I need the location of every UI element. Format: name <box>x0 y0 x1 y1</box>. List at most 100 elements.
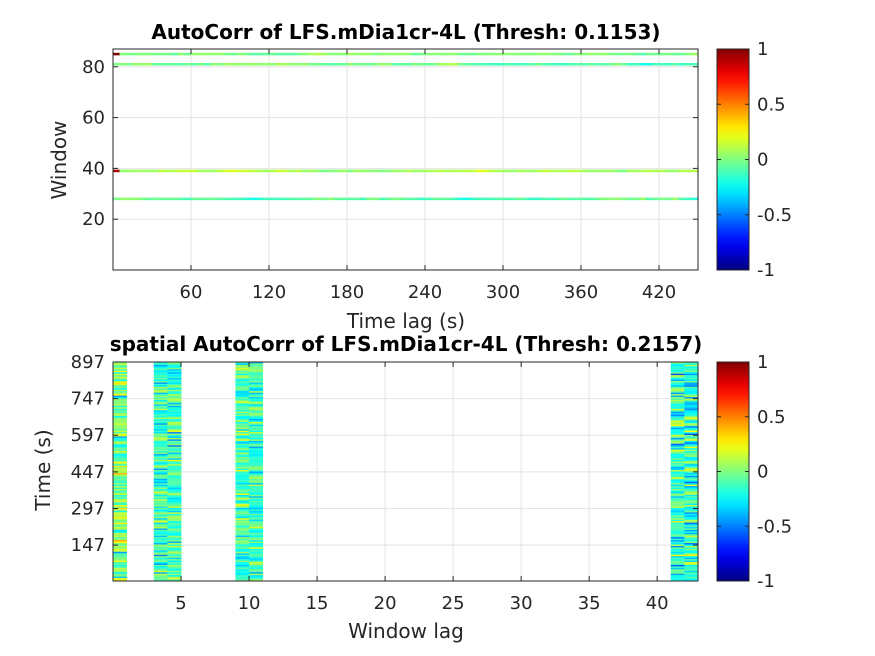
bottom-heatmap-cell <box>113 401 128 404</box>
bottom-heatmap-cell <box>153 442 168 445</box>
bottom-heatmap-cell <box>684 440 699 443</box>
bottom-heatmap-cell <box>249 554 264 557</box>
top-heatmap-cell <box>561 169 569 173</box>
bottom-heatmap-cell <box>249 508 264 510</box>
top-heatmap-cell <box>672 62 680 66</box>
bottom-heatmap-cell <box>670 513 685 516</box>
bottom-heatmap-cell <box>113 423 128 426</box>
bottom-heatmap-cell <box>684 525 699 528</box>
top-heatmap-cell <box>262 62 270 66</box>
top-heatmap-cell <box>691 62 699 66</box>
bottom-heatmap-cell <box>670 500 685 503</box>
top-heatmap-cell <box>243 62 251 66</box>
top-heatmap-cell <box>295 197 303 201</box>
bottom-heatmap-cell <box>153 398 168 401</box>
bottom-heatmap-cell <box>235 455 250 458</box>
top-heatmap-cell <box>373 62 381 66</box>
bottom-heatmap-cell <box>670 462 685 465</box>
top-heatmap-cell <box>236 197 244 201</box>
top-heatmap-cell <box>132 169 140 173</box>
top-heatmap-cell <box>451 169 459 173</box>
bottom-heatmap-cell <box>235 570 250 573</box>
bottom-heatmap-cell <box>167 411 182 414</box>
top-heatmap-cell <box>360 169 368 173</box>
top-heatmap-cell <box>139 62 147 66</box>
bottom-heatmap-cell <box>167 426 182 429</box>
bottom-heatmap-cell <box>684 459 699 462</box>
bottom-heatmap-cell <box>153 379 168 382</box>
bottom-heatmap-cell <box>670 367 685 370</box>
bottom-heatmap-cell <box>249 458 264 461</box>
bottom-heatmap-cell <box>113 474 128 477</box>
bottom-heatmap-cell <box>113 455 128 458</box>
bottom-heatmap-cell <box>167 443 182 446</box>
bottom-heatmap-cell <box>249 573 264 576</box>
bottom-heatmap-cell <box>684 404 699 407</box>
bottom-heatmap-cell <box>167 540 182 542</box>
bottom-heatmap-cell <box>153 385 168 388</box>
bottom-heatmap-cell <box>670 534 685 537</box>
bottom-heatmap-cell <box>153 440 168 443</box>
bottom-heatmap-cell <box>670 524 685 526</box>
top-heatmap-cell <box>321 52 329 56</box>
bottom-heatmap-cell <box>670 427 685 430</box>
bottom-heatmap-cell <box>113 386 128 389</box>
bottom-heatmap-cell <box>235 404 250 407</box>
bottom-heatmap-cell <box>153 557 168 560</box>
top-heatmap-cell <box>652 62 660 66</box>
top-heatmap-cell <box>386 197 394 201</box>
bottom-heatmap-cell <box>235 559 250 561</box>
top-heatmap-cell <box>574 52 582 56</box>
bottom-heatmap-cell <box>113 452 128 455</box>
bottom-heatmap-cell <box>153 548 168 551</box>
bottom-heatmap-cell <box>113 382 128 385</box>
bottom-heatmap-cell <box>684 405 699 408</box>
top-heatmap-cell <box>399 62 407 66</box>
bottom-heatmap-cell <box>113 534 128 537</box>
bottom-heatmap-cell <box>249 566 264 569</box>
bottom-heatmap-cell <box>113 493 128 496</box>
top-heatmap-cell <box>399 169 407 173</box>
bottom-heatmap-cell <box>670 566 685 569</box>
top-heatmap-cell <box>678 52 686 56</box>
top-heatmap-cell <box>594 169 602 173</box>
bottom-heatmap-cell <box>670 437 685 440</box>
bottom-heatmap-cell <box>249 372 264 375</box>
bottom-heatmap-cell <box>113 545 128 548</box>
top-heatmap-cell <box>425 197 433 201</box>
bottom-heatmap-cell <box>113 579 128 582</box>
bottom-heatmap-cell <box>235 470 250 472</box>
bottom-heatmap-cell <box>235 562 250 564</box>
bottom-heatmap-cell <box>249 559 264 561</box>
bottom-heatmap-cell <box>684 451 699 453</box>
top-heatmap-cell <box>379 197 387 201</box>
bottom-heatmap-cell <box>249 510 264 513</box>
bottom-heatmap-cell <box>235 370 250 373</box>
bottom-heatmap-cell <box>153 429 168 432</box>
bottom-heatmap-cell <box>167 566 182 569</box>
bottom-heatmap-cell <box>670 452 685 455</box>
bottom-heatmap-cell <box>153 496 168 499</box>
bottom-heatmap-cell <box>167 532 182 535</box>
bottom-heatmap-cell <box>153 545 168 548</box>
bottom-heatmap-cell <box>684 399 699 402</box>
top-heatmap-cell <box>171 62 179 66</box>
bottom-heatmap-cell <box>249 417 264 420</box>
top-heatmap-cell <box>353 52 361 56</box>
top-heatmap-cell <box>158 52 166 56</box>
bottom-heatmap-cell <box>684 563 699 566</box>
top-heatmap-cell <box>652 169 660 173</box>
bottom-heatmap-cell <box>249 491 264 494</box>
bottom-heatmap-cell <box>167 486 182 488</box>
bottom-heatmap-cell <box>670 516 685 519</box>
bottom-heatmap-cell <box>670 397 685 399</box>
bottom-heatmap-cell <box>249 375 264 377</box>
bottom-heatmap-cell <box>235 398 250 401</box>
top-heatmap-cell <box>568 52 576 56</box>
top-heatmap-cell <box>425 169 433 173</box>
top-heatmap-cell <box>574 197 582 201</box>
bottom-heatmap-cell <box>167 510 182 513</box>
top-xtick-label: 360 <box>564 282 598 303</box>
bottom-heatmap-cell <box>670 420 685 423</box>
top-heatmap-cell <box>418 169 426 173</box>
